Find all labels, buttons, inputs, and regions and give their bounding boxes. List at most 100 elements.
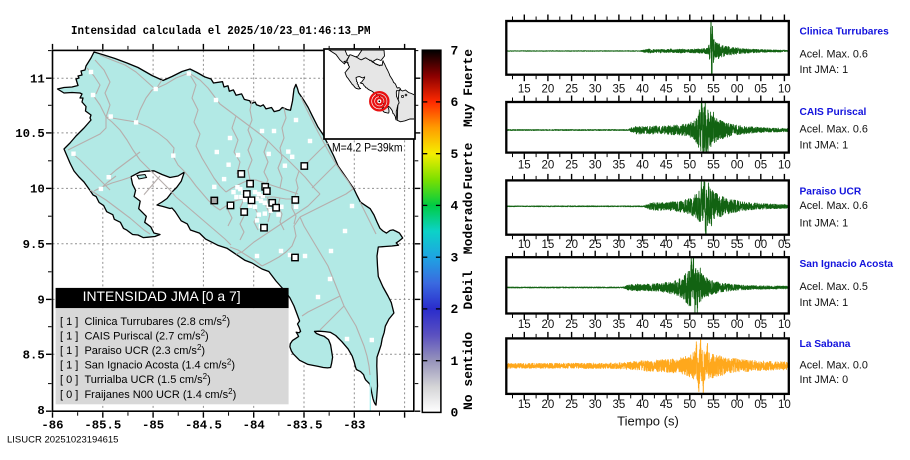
svg-text:-85.5: -85.5 xyxy=(84,418,121,432)
svg-text:55: 55 xyxy=(731,239,744,251)
svg-text:[ 0 ] Turrialba UCR (1.5 cm/s: [ 0 ] Turrialba UCR (1.5 cm/s2) xyxy=(60,372,211,386)
svg-text:Int JMA: 1: Int JMA: 1 xyxy=(800,297,849,309)
svg-text:M=4.2 P=39km: M=4.2 P=39km xyxy=(332,141,403,155)
svg-text:15: 15 xyxy=(518,319,531,331)
svg-text:55: 55 xyxy=(707,160,720,172)
svg-text:0: 0 xyxy=(451,406,459,421)
svg-text:9.5: 9.5 xyxy=(23,238,45,252)
svg-text:Int JMA: 1: Int JMA: 1 xyxy=(800,140,849,152)
svg-text:[ 1 ] Clinica Turrubares (2.8: [ 1 ] Clinica Turrubares (2.8 cm/s2) xyxy=(60,314,230,328)
svg-text:Acel. Max. 0.6: Acel. Max. 0.6 xyxy=(800,200,868,212)
svg-text:6: 6 xyxy=(451,95,459,110)
svg-text:45: 45 xyxy=(660,399,673,411)
svg-text:50: 50 xyxy=(683,319,696,331)
svg-text:15: 15 xyxy=(518,160,531,172)
svg-text:[ 1 ] Paraiso UCR (2.3 cm/s2): [ 1 ] Paraiso UCR (2.3 cm/s2) xyxy=(60,343,205,357)
svg-text:45: 45 xyxy=(683,239,696,251)
svg-text:7: 7 xyxy=(451,44,459,59)
svg-text:5: 5 xyxy=(451,147,459,162)
svg-text:35: 35 xyxy=(636,239,649,251)
svg-text:-86: -86 xyxy=(41,418,63,432)
svg-text:25: 25 xyxy=(565,160,578,172)
svg-text:Int JMA: 1: Int JMA: 1 xyxy=(800,218,849,230)
svg-text:8.5: 8.5 xyxy=(23,349,45,363)
svg-text:4: 4 xyxy=(451,199,459,214)
svg-text:10: 10 xyxy=(778,399,791,411)
svg-text:Tiempo (s): Tiempo (s) xyxy=(617,414,679,429)
svg-text:40: 40 xyxy=(660,239,673,251)
svg-text:00: 00 xyxy=(754,239,767,251)
svg-text:LISUCR 20251023194615: LISUCR 20251023194615 xyxy=(7,435,118,446)
svg-text:40: 40 xyxy=(636,319,649,331)
svg-text:20: 20 xyxy=(542,83,555,95)
svg-text:35: 35 xyxy=(613,319,626,331)
svg-text:20: 20 xyxy=(542,319,555,331)
svg-text:-83.5: -83.5 xyxy=(286,418,323,432)
svg-text:-85: -85 xyxy=(142,418,164,432)
svg-text:Int JMA: 1: Int JMA: 1 xyxy=(800,64,849,76)
svg-text:20: 20 xyxy=(542,160,555,172)
svg-text:35: 35 xyxy=(613,160,626,172)
svg-text:[ 1 ] San Ignacio Acosta (1.4: [ 1 ] San Ignacio Acosta (1.4 cm/s2) xyxy=(60,358,235,372)
svg-text:20: 20 xyxy=(542,399,555,411)
svg-text:10.5: 10.5 xyxy=(15,127,45,141)
svg-text:00: 00 xyxy=(731,83,744,95)
svg-text:30: 30 xyxy=(589,399,602,411)
svg-text:50: 50 xyxy=(683,399,696,411)
svg-text:[ 0 ] Fraijanes N00 UCR (1.4: [ 0 ] Fraijanes N00 UCR (1.4 cm/s2) xyxy=(60,387,236,401)
svg-text:-83: -83 xyxy=(343,418,365,432)
svg-text:2: 2 xyxy=(451,302,459,317)
svg-text:05: 05 xyxy=(754,399,767,411)
svg-text:55: 55 xyxy=(707,399,720,411)
svg-text:35: 35 xyxy=(613,399,626,411)
svg-text:05: 05 xyxy=(754,83,767,95)
svg-text:Debil: Debil xyxy=(461,270,476,309)
svg-text:35: 35 xyxy=(613,83,626,95)
svg-text:Intensidad calculada el 2025/1: Intensidad calculada el 2025/10/23_01:46… xyxy=(71,25,371,38)
svg-text:45: 45 xyxy=(660,83,673,95)
svg-text:15: 15 xyxy=(518,83,531,95)
svg-text:50: 50 xyxy=(707,239,720,251)
svg-text:Acel. Max. 0.6: Acel. Max. 0.6 xyxy=(800,124,868,136)
svg-text:Int JMA: 0: Int JMA: 0 xyxy=(800,374,849,386)
svg-text:Paraiso UCR: Paraiso UCR xyxy=(800,186,862,197)
svg-text:10: 10 xyxy=(30,183,45,197)
svg-text:Moderado: Moderado xyxy=(461,192,476,255)
svg-text:05: 05 xyxy=(778,239,791,251)
svg-text:Acel. Max. 0.6: Acel. Max. 0.6 xyxy=(800,48,868,60)
svg-text:25: 25 xyxy=(565,319,578,331)
svg-text:30: 30 xyxy=(589,319,602,331)
svg-text:No sentido: No sentido xyxy=(461,332,476,410)
svg-text:30: 30 xyxy=(589,83,602,95)
svg-text:10: 10 xyxy=(778,319,791,331)
svg-text:11: 11 xyxy=(30,73,45,87)
svg-text:1: 1 xyxy=(451,354,459,369)
svg-text:25: 25 xyxy=(565,399,578,411)
svg-text:10: 10 xyxy=(778,160,791,172)
svg-text:-84: -84 xyxy=(243,418,266,432)
svg-text:9: 9 xyxy=(37,294,44,308)
svg-text:45: 45 xyxy=(660,160,673,172)
svg-text:15: 15 xyxy=(542,239,555,251)
svg-text:50: 50 xyxy=(683,160,696,172)
svg-text:Fuerte: Fuerte xyxy=(461,142,476,189)
svg-text:05: 05 xyxy=(754,319,767,331)
svg-text:Acel. Max. 0.0: Acel. Max. 0.0 xyxy=(800,359,868,371)
svg-text:10: 10 xyxy=(778,83,791,95)
svg-text:Clinica Turrubares: Clinica Turrubares xyxy=(800,26,890,37)
svg-text:CAIS Puriscal: CAIS Puriscal xyxy=(800,107,867,118)
svg-text:25: 25 xyxy=(589,239,602,251)
svg-text:50: 50 xyxy=(683,83,696,95)
svg-text:40: 40 xyxy=(636,160,649,172)
svg-text:20: 20 xyxy=(565,239,578,251)
svg-text:Acel. Max. 0.5: Acel. Max. 0.5 xyxy=(800,281,868,293)
svg-text:00: 00 xyxy=(731,319,744,331)
svg-text:-84.5: -84.5 xyxy=(185,418,222,432)
svg-text:Muy Fuerte: Muy Fuerte xyxy=(461,49,476,127)
svg-text:30: 30 xyxy=(613,239,626,251)
svg-text:25: 25 xyxy=(565,83,578,95)
svg-text:05: 05 xyxy=(754,160,767,172)
svg-text:10: 10 xyxy=(518,239,531,251)
svg-text:55: 55 xyxy=(707,319,720,331)
svg-text:40: 40 xyxy=(636,83,649,95)
